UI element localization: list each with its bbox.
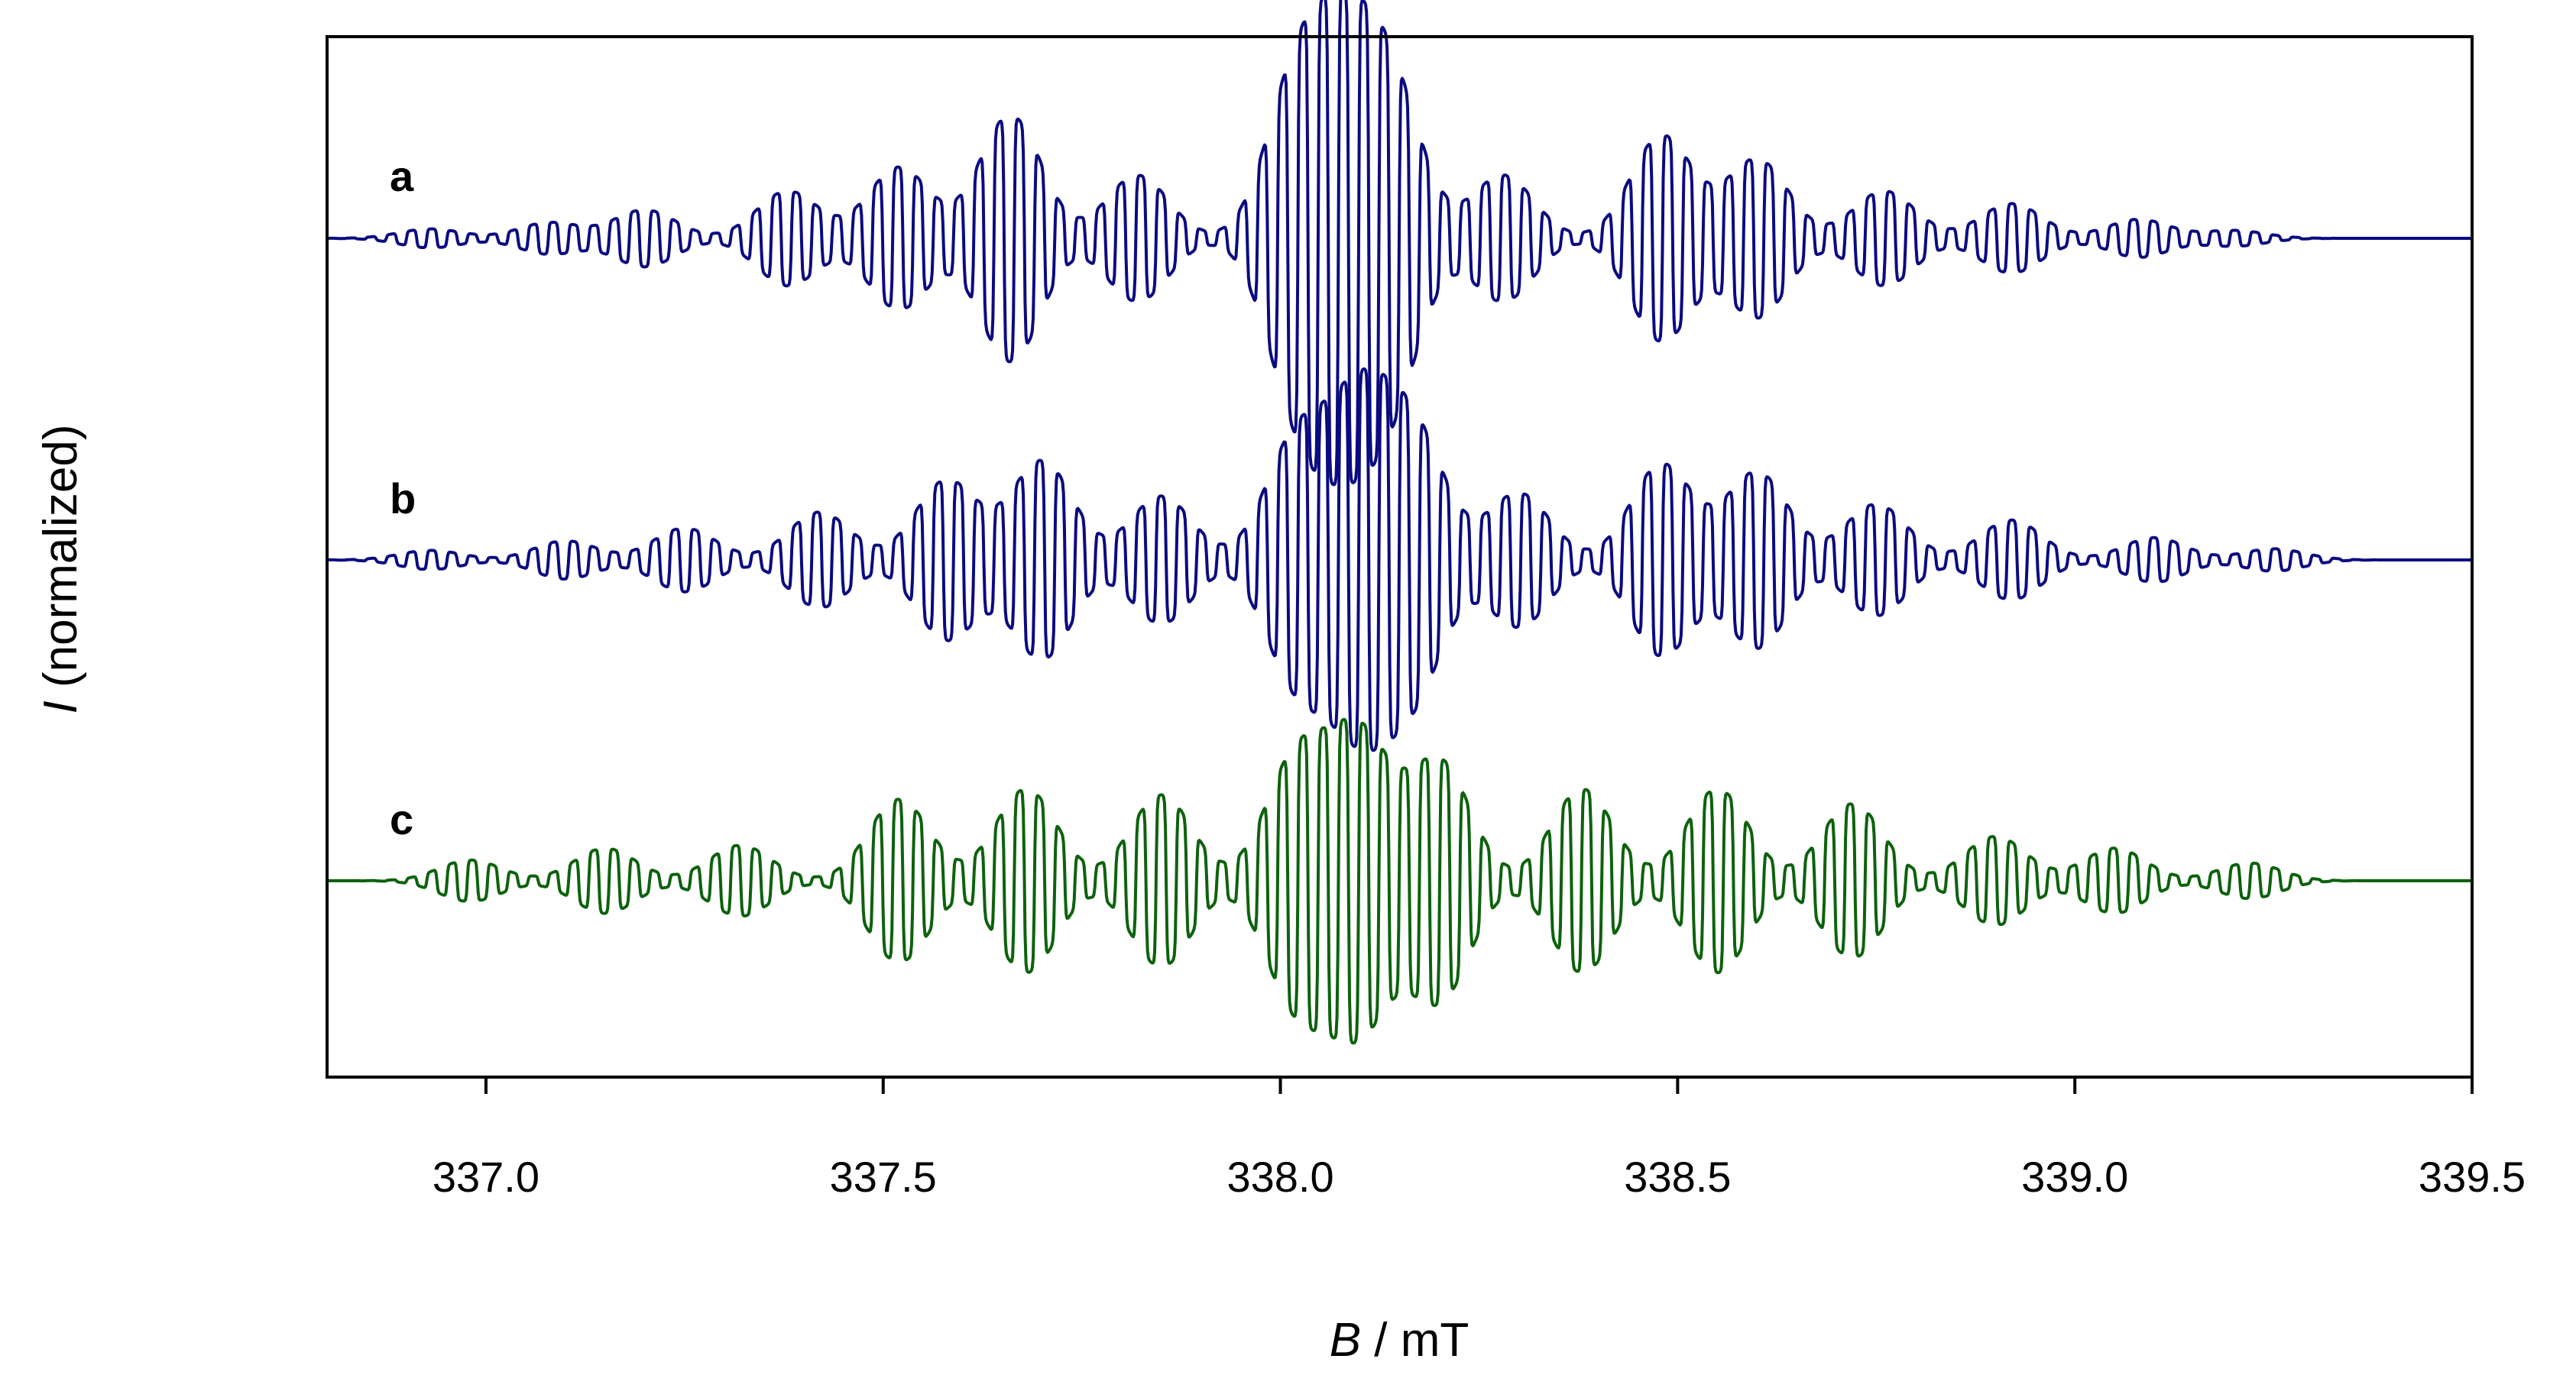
x-tick-label: 337.5 [830,1153,937,1201]
trace-label-b: b [390,474,416,523]
spectrum-trace-a [326,0,2473,487]
x-tick-label: 339.0 [2021,1153,2128,1201]
x-tick-label: 338.5 [1624,1153,1731,1201]
x-tick-label: 338.0 [1226,1153,1333,1201]
x-tick-label: 337.0 [433,1153,540,1201]
x-axis-variable: B [1330,1314,1361,1367]
trace-label-a: a [390,152,414,200]
y-axis-unit: (normalized) [34,424,87,700]
plot-frame [326,35,2474,1079]
spectrum-trace-b [326,367,2473,752]
spectrum-traces [326,0,2473,1045]
spectrum-trace-c [326,717,2473,1045]
x-axis-ticks: 337.0 337.5 338.0 338.5 339.0 339.5 [433,1077,2526,1201]
x-tick-label: 339.5 [2419,1153,2526,1201]
trace-labels: a b c [390,152,416,843]
trace-label-c: c [390,795,413,843]
x-axis-title: B / mT [1330,1314,1469,1367]
y-axis-variable: I [34,700,87,713]
x-axis-unit: / mT [1361,1314,1469,1367]
y-axis-title: I (normalized) [34,424,87,713]
